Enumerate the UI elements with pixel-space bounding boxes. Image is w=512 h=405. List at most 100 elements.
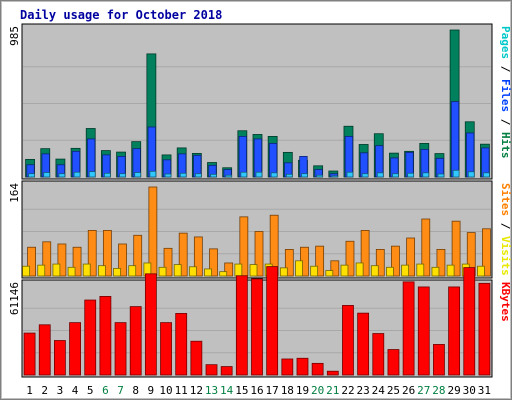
series-kbytes xyxy=(23,266,491,376)
x-tick-label: 11 xyxy=(175,384,188,397)
bar-kbytes-day-25 xyxy=(387,349,400,376)
legend-part: Files xyxy=(499,79,512,112)
x-tick-label: 28 xyxy=(432,384,445,397)
chart-title: Daily usage for October 2018 xyxy=(20,8,222,22)
panel-hits-ymax-label: 985 xyxy=(8,26,21,46)
x-axis: 1 2 3 4 5 6 7 8 9 10 11 12 13 14 15 16 17 18 19 20 21 22 23 24 2… xyxy=(26,384,491,397)
bar-sites-day-14 xyxy=(219,271,228,277)
x-tick-label: 20 xyxy=(311,384,324,397)
bar-sites-day-6 xyxy=(97,265,106,277)
x-tick-label: 1 xyxy=(26,384,33,397)
x-tick-label: 24 xyxy=(372,384,386,397)
x-tick-label: 13 xyxy=(205,384,218,397)
bar-pages-day-3 xyxy=(58,173,66,178)
bar-files-day-17 xyxy=(268,143,278,178)
x-tick-label: 31 xyxy=(478,384,491,397)
x-tick-label: 22 xyxy=(341,384,354,397)
bar-pages-day-27 xyxy=(422,172,430,178)
bar-kbytes-day-29 xyxy=(448,286,460,376)
bar-visits-day-27 xyxy=(421,218,431,277)
bar-sites-day-13 xyxy=(204,268,212,277)
bar-pages-day-22 xyxy=(346,171,354,178)
bar-visits-day-13 xyxy=(209,248,218,277)
legend-part: KBytes xyxy=(499,282,512,322)
bar-kbytes-day-31 xyxy=(478,282,491,376)
bar-visits-day-10 xyxy=(163,247,173,277)
bar-sites-day-4 xyxy=(67,266,76,277)
bar-sites-day-15 xyxy=(234,263,243,277)
bar-kbytes-day-23 xyxy=(357,312,370,376)
bar-visits-day-1 xyxy=(27,246,36,277)
bar-sites-day-10 xyxy=(158,266,167,277)
bar-visits-day-8 xyxy=(133,234,143,277)
x-tick-label: 14 xyxy=(220,384,234,397)
bar-pages-day-14 xyxy=(225,174,233,178)
x-tick-label: 17 xyxy=(266,384,279,397)
panel-visits-ymax-label: 164 xyxy=(8,183,21,203)
bar-pages-day-15 xyxy=(240,171,248,178)
bar-sites-day-3 xyxy=(52,263,61,277)
bar-kbytes-day-21 xyxy=(326,370,339,376)
bar-kbytes-day-16 xyxy=(251,278,263,376)
bar-visits-day-3 xyxy=(57,243,67,277)
x-tick-label: 2 xyxy=(41,384,48,397)
bar-kbytes-day-3 xyxy=(54,340,66,376)
legend-part: Visits xyxy=(499,236,512,276)
bar-visits-day-28 xyxy=(436,249,446,277)
bar-kbytes-day-2 xyxy=(38,324,51,376)
x-tick-label: 19 xyxy=(296,384,309,397)
bar-pages-day-13 xyxy=(210,173,217,178)
bar-pages-day-16 xyxy=(255,171,263,178)
bar-visits-day-31 xyxy=(482,228,491,277)
bar-pages-day-4 xyxy=(73,171,81,178)
bar-files-day-9 xyxy=(147,126,156,178)
legend-part: Hits xyxy=(499,132,512,159)
bar-pages-day-21 xyxy=(331,175,339,178)
bar-kbytes-day-24 xyxy=(372,333,385,376)
bar-kbytes-day-9 xyxy=(144,273,157,376)
legend-part: / xyxy=(499,59,512,79)
bar-files-day-15 xyxy=(238,136,247,178)
bar-sites-day-26 xyxy=(401,264,410,277)
bar-visits-day-18 xyxy=(284,249,294,277)
bar-visits-day-16 xyxy=(254,231,264,277)
panel-hits: 985 Pages / Files / Hits xyxy=(8,23,512,180)
bar-pages-day-7 xyxy=(119,173,126,178)
bar-files-day-24 xyxy=(375,145,384,178)
legend-part: / xyxy=(499,112,512,132)
bar-kbytes-day-11 xyxy=(175,313,188,376)
series-visits xyxy=(27,186,491,277)
x-tick-label: 25 xyxy=(387,384,400,397)
legend-part: Sites xyxy=(499,183,512,216)
legend-part: / xyxy=(499,216,512,236)
x-tick-label: 16 xyxy=(250,384,263,397)
bar-sites-day-16 xyxy=(249,264,258,277)
x-tick-label: 29 xyxy=(447,384,460,397)
bar-visits-day-21 xyxy=(330,260,340,277)
bar-kbytes-day-26 xyxy=(402,281,415,376)
bar-pages-day-1 xyxy=(28,173,35,178)
series-pages xyxy=(28,169,490,178)
bar-kbytes-day-12 xyxy=(190,340,203,376)
bar-kbytes-day-14 xyxy=(220,366,233,376)
panel-hits-legend-label: Pages / Files / Hits xyxy=(499,26,512,159)
x-tick-label: 7 xyxy=(117,384,124,397)
bar-kbytes-day-4 xyxy=(69,322,81,376)
bar-sites-day-2 xyxy=(37,264,46,277)
bar-visits-day-20 xyxy=(315,245,325,277)
bar-pages-day-31 xyxy=(483,172,490,178)
bar-visits-day-22 xyxy=(345,240,355,277)
bar-files-day-22 xyxy=(344,136,354,178)
x-tick-label: 3 xyxy=(57,384,64,397)
bar-pages-day-5 xyxy=(88,171,96,178)
bar-visits-day-6 xyxy=(102,230,112,277)
bar-pages-day-28 xyxy=(437,173,445,178)
bar-pages-day-20 xyxy=(316,174,324,178)
bar-pages-day-26 xyxy=(407,172,415,178)
bar-visits-day-14 xyxy=(224,262,234,277)
bar-sites-day-31 xyxy=(477,265,485,277)
bar-sites-day-28 xyxy=(431,266,440,277)
x-tick-label: 18 xyxy=(281,384,294,397)
